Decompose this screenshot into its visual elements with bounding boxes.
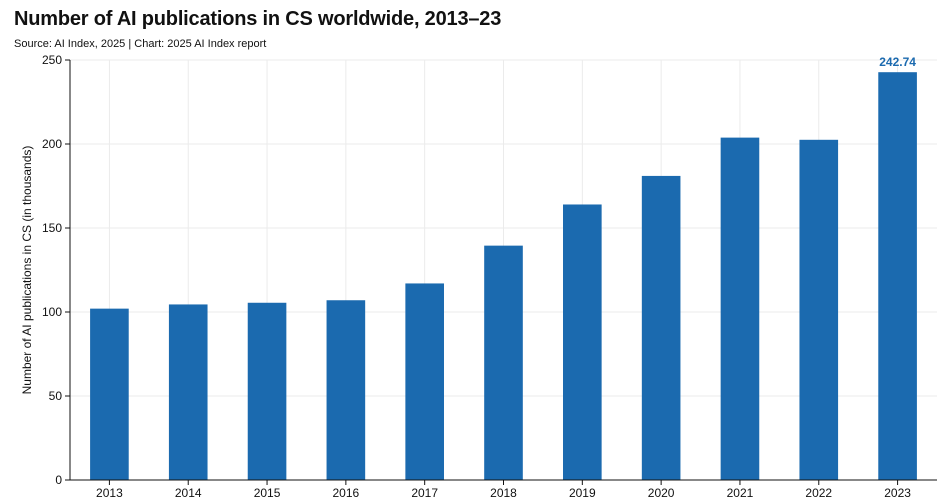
data-label-2023: 242.74 [879, 55, 916, 69]
x-tick-label: 2019 [569, 486, 596, 500]
bar-2015 [247, 302, 287, 480]
bar-2022 [799, 139, 839, 481]
x-tick-label: 2014 [175, 486, 202, 500]
x-tick-label: 2017 [411, 486, 438, 500]
x-tick-label: 2016 [333, 486, 360, 500]
bar-2021 [720, 137, 760, 480]
y-tick-label: 50 [49, 389, 63, 403]
x-tick-label: 2015 [254, 486, 281, 500]
y-tick-label: 150 [42, 221, 62, 235]
x-tick-label: 2023 [884, 486, 911, 500]
bar-layer [90, 72, 917, 481]
y-tick-label: 250 [42, 53, 62, 67]
y-axis-title: Number of AI publications in CS (in thou… [20, 146, 34, 395]
x-tick-label: 2013 [96, 486, 123, 500]
chart-subtitle: Source: AI Index, 2025 | Chart: 2025 AI … [14, 38, 267, 50]
bar-2023 [878, 72, 917, 480]
bar-2013 [90, 308, 129, 480]
bar-2020 [641, 175, 681, 481]
x-tick-label: 2021 [727, 486, 754, 500]
bar-2017 [405, 283, 444, 480]
chart-title: Number of AI publications in CS worldwid… [14, 8, 502, 30]
y-tick-label: 200 [42, 137, 62, 151]
x-tick-label: 2022 [805, 486, 832, 500]
x-tick-label: 2020 [648, 486, 675, 500]
y-tick-label: 0 [55, 473, 62, 487]
bar-2014 [168, 304, 208, 480]
axis-layer: 0 50 100 150 200 250 2013 2014 2015 2016 2017 2018 2… [20, 53, 937, 500]
label-layer: 242.74 [879, 55, 916, 69]
bar-2018 [484, 245, 523, 480]
bar-2019 [563, 204, 602, 481]
x-tick-label: 2018 [490, 486, 517, 500]
y-tick-label: 100 [42, 305, 62, 319]
bar-2016 [326, 300, 366, 480]
